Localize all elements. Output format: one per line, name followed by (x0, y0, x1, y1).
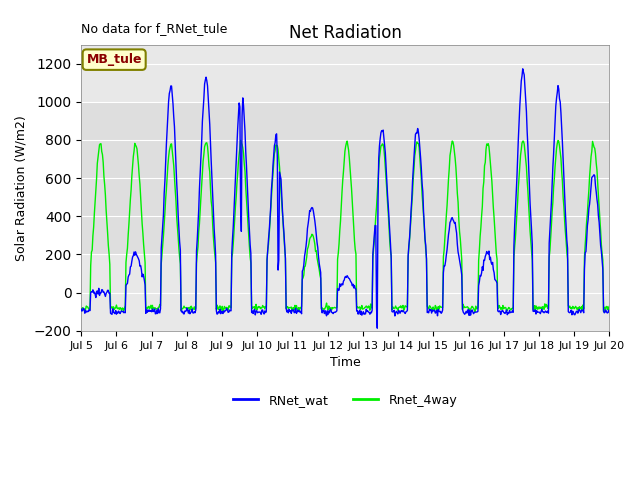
RNet_wat (87, 289, 95, 295)
Title: Net Radiation: Net Radiation (289, 24, 402, 42)
Rnet_4way (426, 303, 433, 309)
Line: Rnet_4way: Rnet_4way (81, 140, 609, 312)
Rnet_4way (77, 306, 85, 312)
Rnet_4way (87, 263, 95, 268)
RNet_wat (223, 306, 230, 312)
Rnet_4way (410, 166, 418, 172)
Bar (81, 102, 609, 254)
RNet_wat (605, 310, 613, 315)
RNet_wat (77, 306, 85, 312)
Legend: RNet_wat, Rnet_4way: RNet_wat, Rnet_4way (228, 389, 462, 411)
Rnet_4way (223, 304, 230, 310)
Rnet_4way (471, 309, 479, 315)
Text: MB_tule: MB_tule (86, 53, 142, 66)
RNet_wat (426, 306, 433, 312)
Rnet_4way (141, 260, 149, 265)
Rnet_4way (237, 137, 244, 143)
Y-axis label: Solar Radiation (W/m2): Solar Radiation (W/m2) (15, 115, 28, 261)
Line: RNet_wat: RNet_wat (81, 69, 609, 328)
X-axis label: Time: Time (330, 356, 361, 369)
Rnet_4way (605, 303, 613, 309)
Text: No data for f_RNet_tule: No data for f_RNet_tule (81, 22, 228, 35)
RNet_wat (195, 207, 202, 213)
RNet_wat (410, 154, 418, 160)
RNet_wat (141, 282, 149, 288)
RNet_wat (519, 66, 527, 72)
RNet_wat (373, 325, 381, 331)
Rnet_4way (195, 228, 202, 234)
